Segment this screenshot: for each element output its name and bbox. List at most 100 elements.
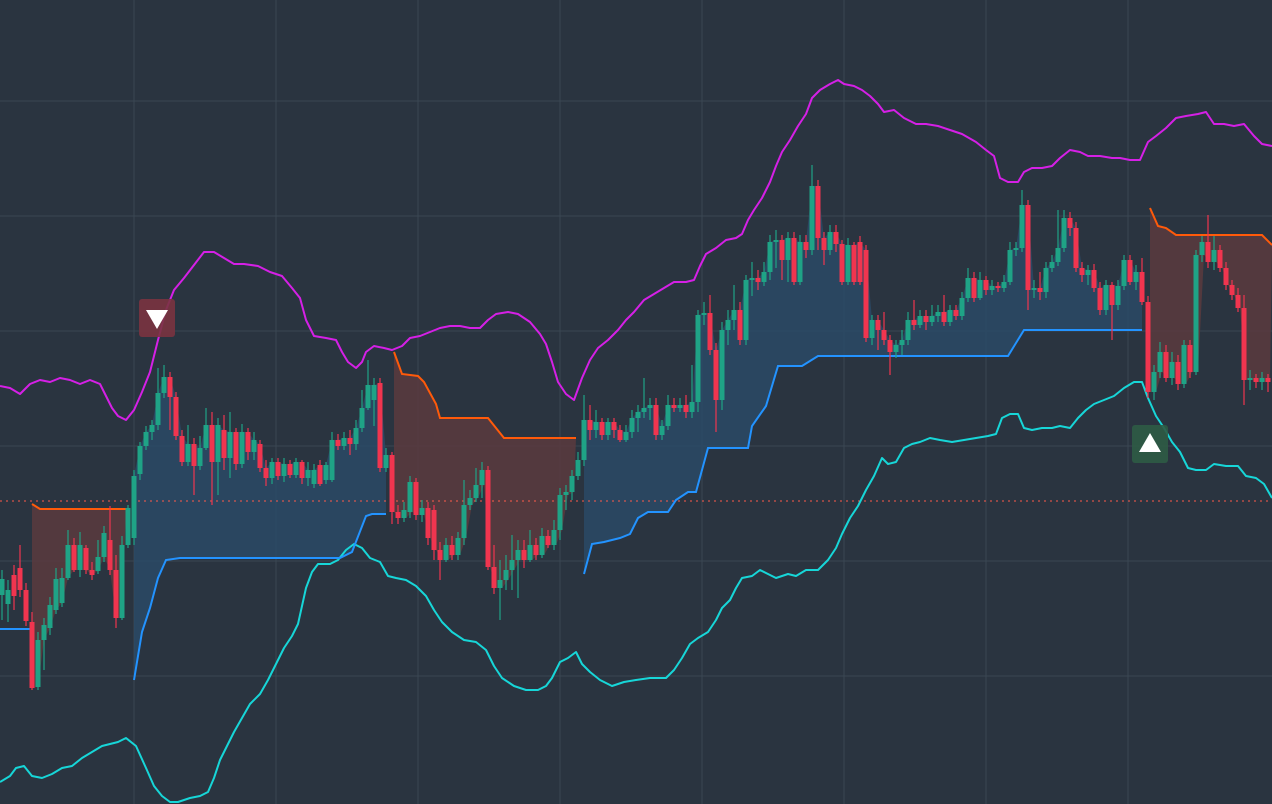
candle-body bbox=[401, 510, 407, 518]
candle bbox=[5, 580, 11, 622]
candle bbox=[1133, 265, 1139, 290]
candle bbox=[881, 312, 887, 345]
candle-body bbox=[953, 310, 959, 316]
candle bbox=[473, 468, 479, 502]
candle-body bbox=[719, 330, 725, 400]
candle bbox=[77, 532, 83, 577]
candle-body bbox=[1169, 362, 1175, 378]
candle-body bbox=[569, 476, 575, 492]
candle bbox=[653, 398, 659, 440]
candle-body bbox=[173, 397, 179, 436]
candle-body bbox=[1145, 302, 1151, 392]
candle-body bbox=[995, 286, 1001, 288]
candle-body bbox=[773, 240, 779, 242]
candle bbox=[941, 295, 947, 326]
candle bbox=[911, 300, 917, 330]
candle bbox=[1175, 355, 1181, 390]
candle-body bbox=[743, 280, 749, 340]
candle bbox=[197, 436, 203, 470]
candle-body bbox=[1067, 218, 1073, 228]
candle bbox=[1097, 282, 1103, 315]
candle bbox=[983, 276, 989, 295]
candle bbox=[755, 270, 761, 290]
candle-body bbox=[689, 402, 695, 412]
candle-body bbox=[407, 482, 413, 512]
candle-body bbox=[437, 550, 443, 560]
candle bbox=[155, 368, 161, 430]
candle bbox=[1259, 372, 1265, 390]
candle bbox=[719, 322, 725, 410]
candle-body bbox=[791, 238, 797, 282]
candle bbox=[341, 432, 347, 450]
candle-body bbox=[815, 186, 821, 238]
candle-body bbox=[239, 432, 245, 464]
candle bbox=[839, 240, 845, 285]
candle-body bbox=[1097, 288, 1103, 310]
candle bbox=[263, 460, 269, 486]
uptrend-fill bbox=[134, 377, 386, 680]
candle bbox=[1055, 210, 1061, 266]
candle bbox=[389, 452, 395, 524]
candle-body bbox=[251, 440, 257, 452]
candle bbox=[1091, 264, 1097, 292]
candle bbox=[329, 432, 335, 482]
candle bbox=[53, 568, 59, 614]
candle-body bbox=[53, 579, 59, 610]
candle-body bbox=[257, 444, 263, 468]
candle bbox=[485, 466, 491, 570]
candle-body bbox=[491, 567, 497, 588]
candle-body bbox=[533, 545, 539, 555]
candle bbox=[47, 597, 53, 635]
candle-body bbox=[197, 448, 203, 466]
candle bbox=[767, 235, 773, 280]
candle bbox=[773, 230, 779, 268]
candle-body bbox=[1085, 270, 1091, 275]
candle-body bbox=[707, 313, 713, 350]
candle bbox=[467, 490, 473, 510]
candle bbox=[383, 448, 389, 472]
candle bbox=[1187, 340, 1193, 378]
candle-body bbox=[1079, 268, 1085, 275]
candle bbox=[815, 180, 821, 250]
candle-body bbox=[1241, 308, 1247, 380]
candle bbox=[1217, 245, 1223, 272]
candle-body bbox=[11, 575, 17, 596]
candle bbox=[1211, 236, 1217, 270]
candle bbox=[1163, 345, 1169, 382]
candle-body bbox=[587, 420, 593, 430]
candle-body bbox=[623, 432, 629, 440]
supertrend-lines bbox=[0, 207, 1272, 681]
candle-body bbox=[965, 278, 971, 298]
candle bbox=[803, 235, 809, 258]
candle bbox=[191, 438, 197, 495]
candle bbox=[647, 398, 653, 420]
bollinger-bands bbox=[0, 79, 1272, 803]
candle-body bbox=[293, 462, 299, 475]
candle-body bbox=[641, 408, 647, 412]
candle bbox=[125, 505, 131, 548]
candle-body bbox=[5, 590, 11, 604]
candle-body bbox=[371, 385, 377, 400]
candle-body bbox=[185, 444, 191, 462]
candle-body bbox=[479, 470, 485, 485]
candle-body bbox=[335, 440, 341, 446]
candle-body bbox=[419, 508, 425, 515]
candle-body bbox=[827, 232, 833, 250]
candle bbox=[413, 478, 419, 520]
candle bbox=[875, 315, 881, 350]
candle-body bbox=[749, 278, 755, 280]
candle bbox=[851, 242, 857, 285]
candle bbox=[1151, 365, 1157, 400]
supertrend-up-line bbox=[133, 513, 386, 681]
candle bbox=[137, 442, 143, 480]
candle bbox=[1109, 282, 1115, 340]
candle-body bbox=[233, 432, 239, 464]
candle-body bbox=[305, 470, 311, 478]
candle bbox=[749, 262, 755, 296]
candle bbox=[251, 432, 257, 460]
candle-body bbox=[521, 550, 527, 560]
candle bbox=[311, 464, 317, 488]
candle-body bbox=[1121, 260, 1127, 286]
